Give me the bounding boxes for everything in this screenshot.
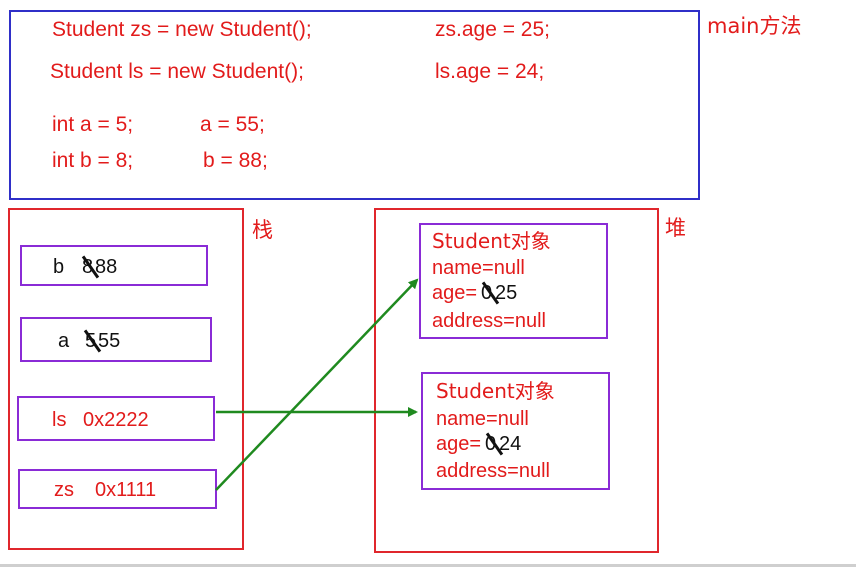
heap-object-2: Student对象 name=null age= 0 24 address=nu… (421, 372, 610, 490)
stack-cell-zs-name: zs (54, 479, 74, 501)
heap-object-2-age-new: 24 (499, 433, 522, 455)
stack-cell-ls: ls 0x2222 (17, 396, 215, 441)
bottom-divider (0, 564, 856, 567)
stack-cell-b: b 8 88 (20, 245, 208, 286)
code-line-int-b: int b = 8; (52, 149, 134, 172)
stack-cell-a-name: a (58, 330, 70, 352)
code-line-new-zs: Student zs = new Student(); (52, 18, 312, 41)
main-method-label: main方法 (707, 14, 802, 38)
heap-object-1-age-old: 0 (481, 282, 493, 304)
heap-object-1-title: Student对象 (432, 229, 551, 253)
heap-object-1-address-field: address=null (432, 310, 546, 332)
code-line-assign-b: b = 88; (203, 149, 268, 172)
stack-region (8, 208, 244, 550)
heap-object-1-age-label: age= (432, 282, 478, 304)
heap-region (374, 208, 659, 553)
code-line-assign-a: a = 55; (200, 113, 265, 136)
heap-label: 堆 (665, 216, 686, 240)
stack-cell-b-new-value: 88 (95, 256, 118, 278)
stack-cell-ls-address: 0x2222 (83, 409, 149, 431)
code-line-new-ls: Student ls = new Student(); (50, 60, 304, 83)
heap-object-2-name-field: name=null (436, 408, 529, 430)
stack-cell-b-old-value: 8 (82, 256, 94, 278)
stack-cell-a: a 5 55 (20, 317, 212, 362)
heap-object-2-address-field: address=null (436, 460, 550, 482)
heap-object-1-age-new: 25 (495, 282, 518, 304)
stack-cell-a-new-value: 55 (98, 330, 121, 352)
stack-cell-b-name: b (53, 256, 65, 278)
stack-label: 栈 (252, 218, 273, 242)
heap-object-2-age-old: 0 (485, 433, 497, 455)
heap-object-1: Student对象 name=null age= 0 25 address=nu… (419, 223, 608, 339)
main-method-box (9, 10, 700, 200)
heap-object-1-name-field: name=null (432, 257, 525, 279)
stack-cell-zs-address: 0x1111 (95, 479, 157, 501)
heap-object-2-title: Student对象 (436, 379, 555, 403)
code-line-ls-age: ls.age = 24; (435, 60, 545, 83)
heap-object-2-age-label: age= (436, 433, 482, 455)
code-line-int-a: int a = 5; (52, 113, 134, 136)
code-line-zs-age: zs.age = 25; (435, 18, 550, 41)
arrow-zs-to-object-1 (215, 278, 419, 491)
stack-cell-ls-name: ls (52, 409, 67, 431)
